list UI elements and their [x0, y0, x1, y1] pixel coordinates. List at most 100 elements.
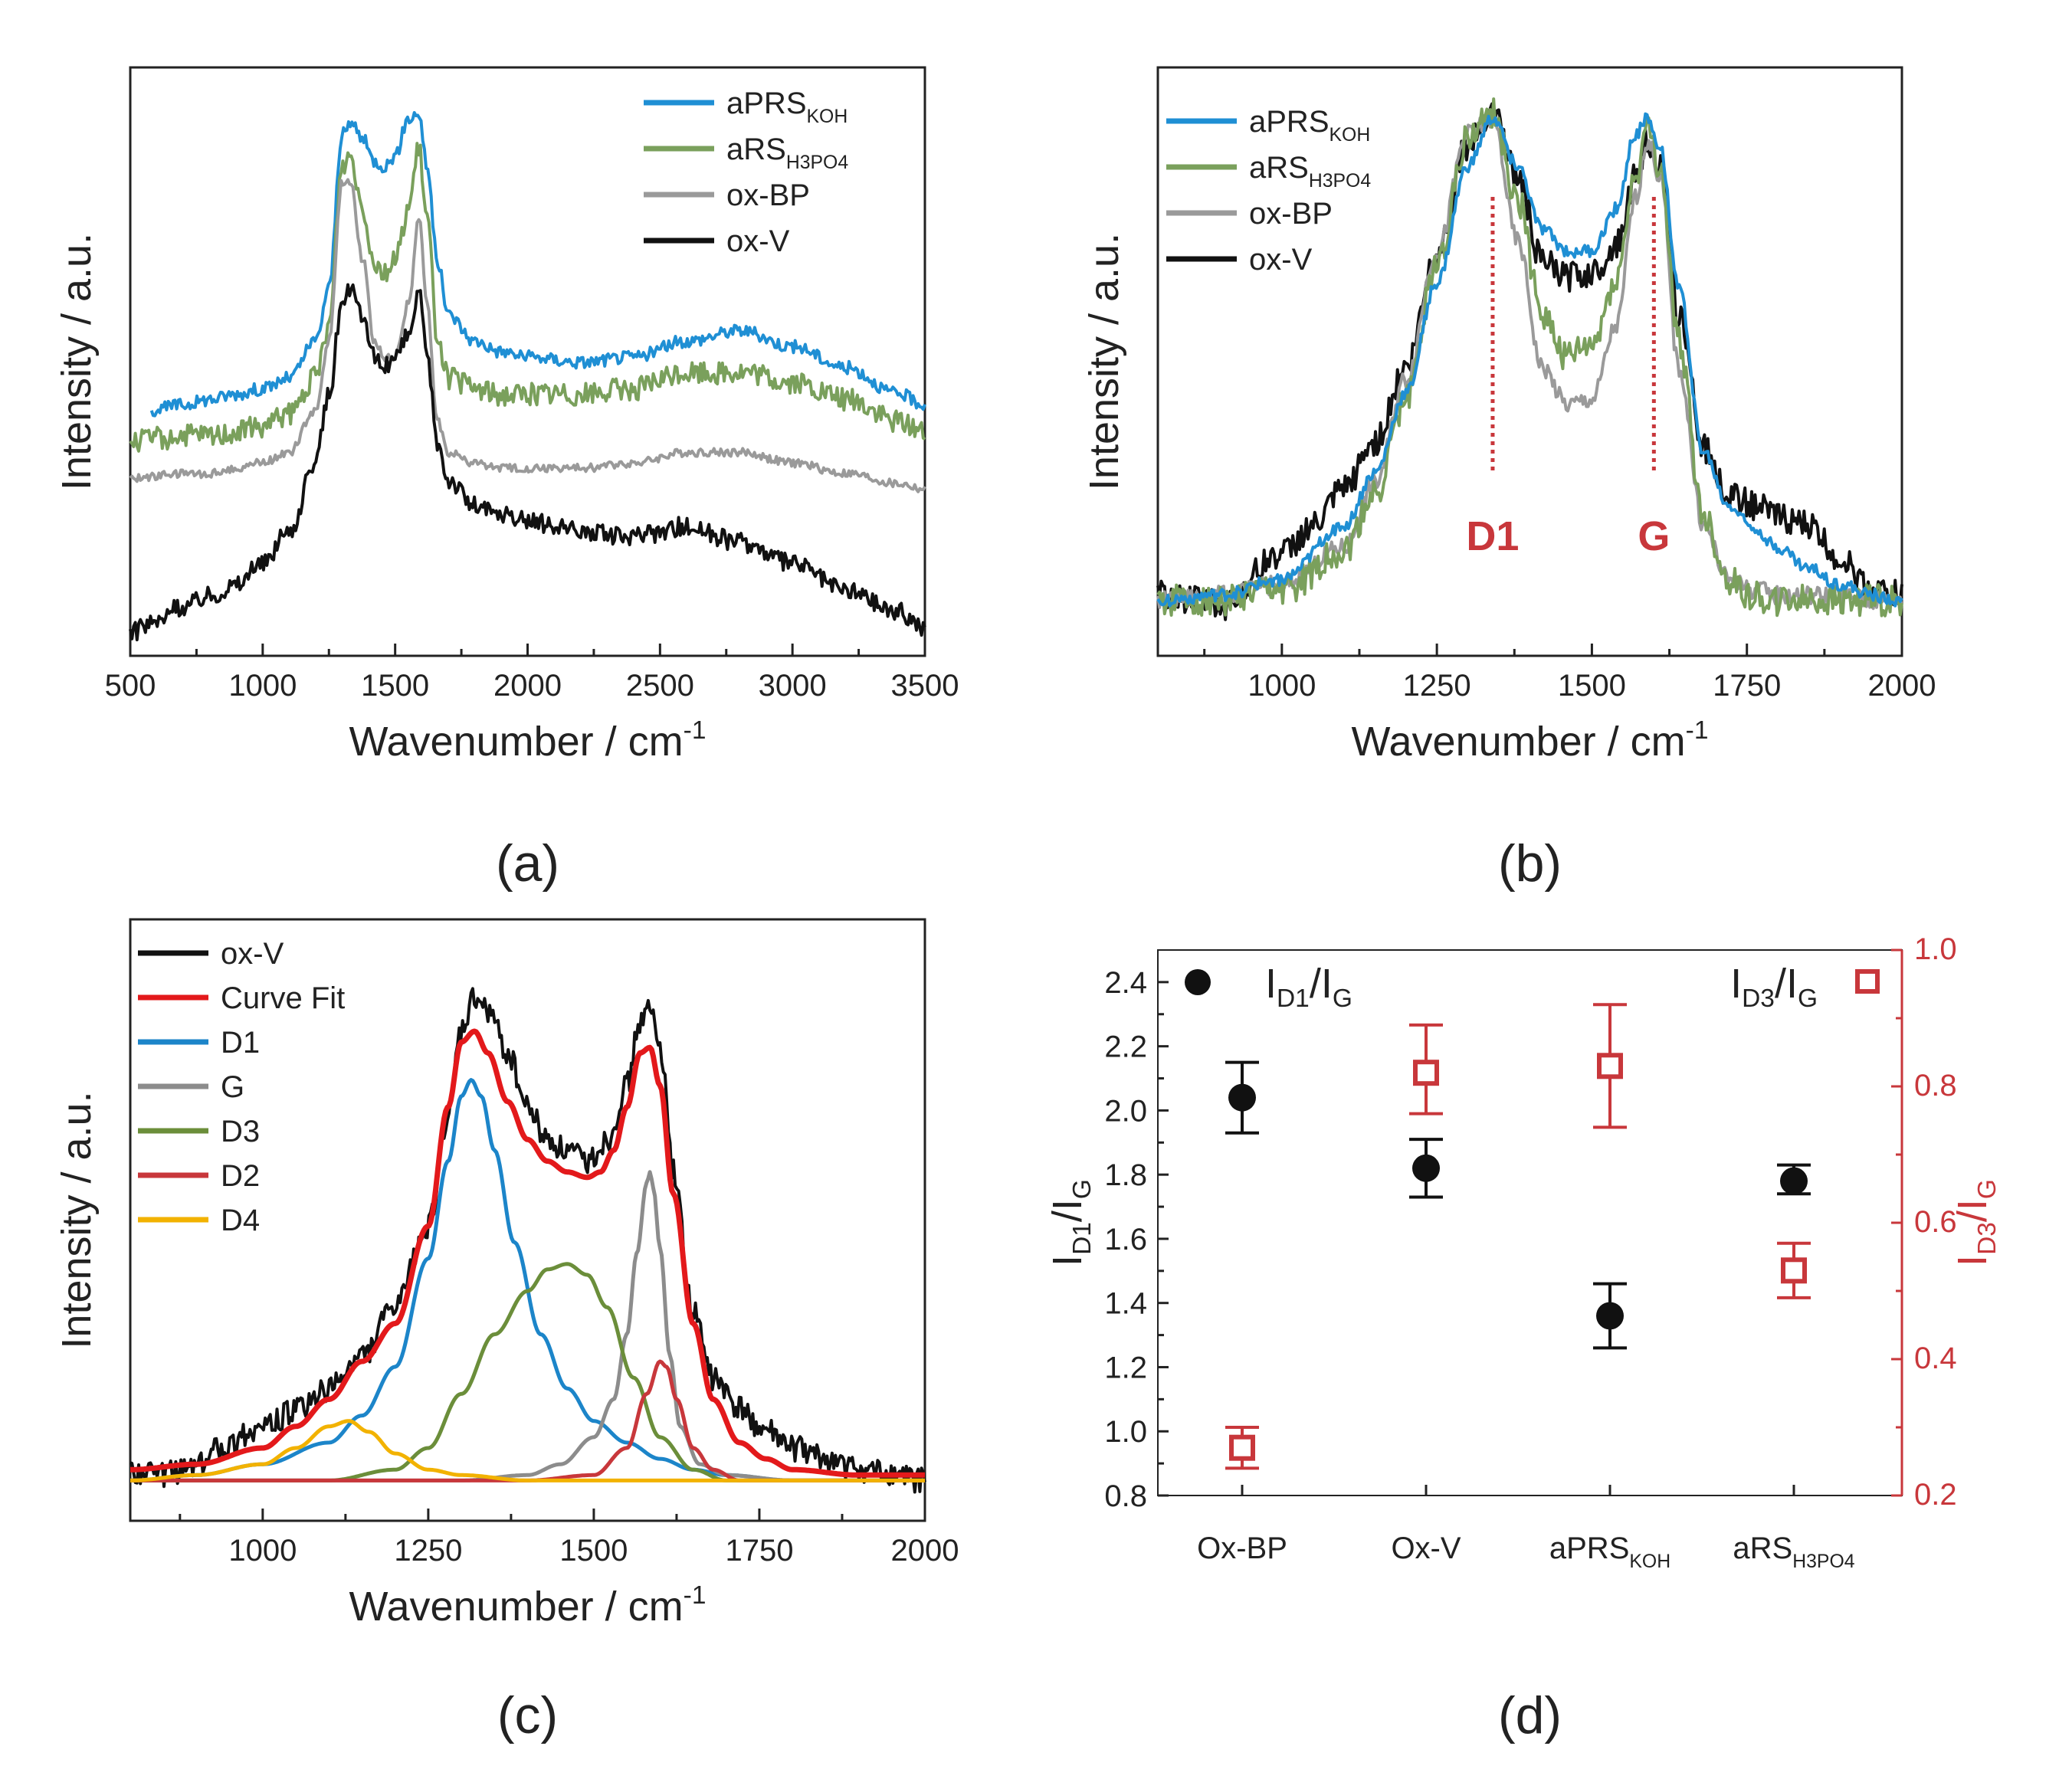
subscript: KOH [807, 106, 848, 127]
y-right-title: ID3/IG [1949, 1179, 2002, 1266]
y-left-title: ID1/IG [1044, 1179, 1097, 1266]
subscript: H3PO4 [786, 152, 849, 173]
panel-caption: (c) [497, 1686, 558, 1744]
legend-label: aRSH3PO4 [726, 133, 848, 173]
x-tick-label: 2000 [493, 669, 562, 703]
text-part: G [221, 1070, 244, 1104]
legend: ox-V Curve Fit D1 G D3 D2 D4 [138, 937, 345, 1237]
text-part: /I [1775, 961, 1798, 1007]
x-tick-label: 1000 [228, 669, 297, 703]
series-ox-bp [129, 178, 926, 493]
panel-b: 1000 1250 1500 1750 2000 Wavenumber / cm-1 Int… [1081, 66, 1936, 893]
marker-open-square [1597, 1053, 1623, 1079]
panel-a: 500 1000 1500 2000 2500 3000 3500 Wavenumber / … [54, 66, 959, 893]
id3-ig-point [1777, 1241, 1811, 1299]
y-left-tick-label: 1.6 [1104, 1223, 1147, 1256]
y-left-tick-label: 2.2 [1104, 1030, 1147, 1064]
text-part: ox-V [726, 224, 790, 258]
y-left-tick-label: 1.4 [1104, 1287, 1147, 1321]
text-part: I [1265, 961, 1277, 1007]
series-ars-h3po4 [1156, 97, 1903, 618]
y-left-tick-label: 2.4 [1104, 966, 1147, 1000]
text-part: ox-V [221, 937, 284, 971]
x-tick-label: 1000 [228, 1534, 297, 1568]
legend: aPRSKOH aRSH3PO4 ox-BP ox-V [644, 87, 848, 258]
x-tick-label: 1750 [725, 1534, 793, 1568]
y-left-tick-label: 1.2 [1104, 1351, 1147, 1384]
y-axis-title: Intensity / a.u. [54, 233, 100, 490]
marker-filled-circle [1780, 1167, 1808, 1195]
title-part: /I [1044, 1199, 1090, 1222]
legend-label: ox-V [726, 224, 790, 258]
y-right-tick-label: 0.2 [1914, 1478, 1957, 1512]
panel-caption: (a) [496, 834, 559, 893]
x-tick-label: 2000 [891, 1534, 959, 1568]
text-part: aPRS [1549, 1532, 1630, 1565]
legend-label: ID1/IG [1265, 961, 1352, 1013]
x-tick-label: 1000 [1248, 669, 1316, 703]
legend: ID1/IG ID3/IG [1185, 961, 1880, 1013]
marker-filled-circle [1228, 1083, 1256, 1112]
text-part: D4 [221, 1204, 260, 1237]
id3-ig-point [1409, 1023, 1443, 1115]
text-part: D3 [221, 1115, 260, 1148]
text-part: D2 [221, 1159, 260, 1193]
y-right-tick-label: 1.0 [1914, 932, 1957, 966]
title-part: G [1973, 1179, 2002, 1199]
marker-open-square [1229, 1434, 1255, 1461]
x-tick-label: 1750 [1713, 669, 1781, 703]
y-left-tick-label: 1.0 [1104, 1415, 1147, 1449]
legend-label: aPRSKOH [1249, 105, 1370, 146]
plot-frame [129, 918, 926, 1522]
title-part: I [1044, 1255, 1090, 1266]
x-tick-label: 3000 [759, 669, 827, 703]
y-left-tick-label: 1.8 [1104, 1158, 1147, 1192]
series-curve-fit [129, 1028, 926, 1478]
series-d4 [130, 1419, 926, 1482]
id3-ig-point [1225, 1426, 1259, 1470]
series-aprs-koh [149, 111, 926, 418]
series-ox-v [1156, 102, 1903, 621]
text-part: ox-BP [1249, 197, 1333, 231]
legend-label: D2 [221, 1159, 260, 1193]
text-part: ox-BP [726, 179, 810, 212]
category-label: aPRSKOH [1549, 1532, 1670, 1572]
x-tick-label: 1500 [1558, 669, 1626, 703]
plot-frame [1156, 66, 1903, 657]
series-aprs-koh [1156, 112, 1903, 608]
marker-open-square [1413, 1060, 1439, 1086]
y-left-tick-label: 2.0 [1104, 1094, 1147, 1128]
x-axis-title: Wavenumber / cm-1 [349, 716, 707, 765]
legend-label: D3 [221, 1115, 260, 1148]
panel-caption: (d) [1498, 1686, 1562, 1744]
text-part: I [1730, 961, 1742, 1007]
legend-label: D1 [221, 1026, 260, 1060]
text-part: Wavenumber / cm [349, 1584, 684, 1630]
legend-label: ox-BP [726, 179, 810, 212]
subscript: KOH [1629, 1551, 1670, 1572]
subscript: G [1798, 984, 1818, 1013]
text-part: D1 [221, 1026, 260, 1060]
marker-open-square [1781, 1257, 1807, 1284]
x-tick-label: 1250 [1403, 669, 1471, 703]
legend-label: ox-V [1249, 243, 1313, 277]
subscript: G [1333, 984, 1352, 1013]
text-part: ox-V [1249, 243, 1313, 277]
legend-label: aRSH3PO4 [1249, 151, 1371, 192]
legend-label: G [221, 1070, 244, 1104]
series-ox-v [130, 987, 926, 1494]
series-ars-h3po4 [129, 142, 926, 453]
y-right-tick-label: 0.6 [1914, 1205, 1957, 1239]
x-tick-label: 2000 [1868, 669, 1936, 703]
x-tick-label: 3500 [891, 669, 959, 703]
legend-marker-circle [1185, 969, 1211, 995]
title-part: /I [1949, 1199, 1995, 1222]
title-part: D3 [1973, 1222, 2002, 1255]
x-axis-title: Wavenumber / cm-1 [349, 1581, 707, 1630]
panel-caption: (b) [1498, 834, 1562, 893]
legend-label: D4 [221, 1204, 260, 1237]
title-part: I [1949, 1255, 1995, 1266]
text-part: Wavenumber / cm [1352, 719, 1686, 765]
